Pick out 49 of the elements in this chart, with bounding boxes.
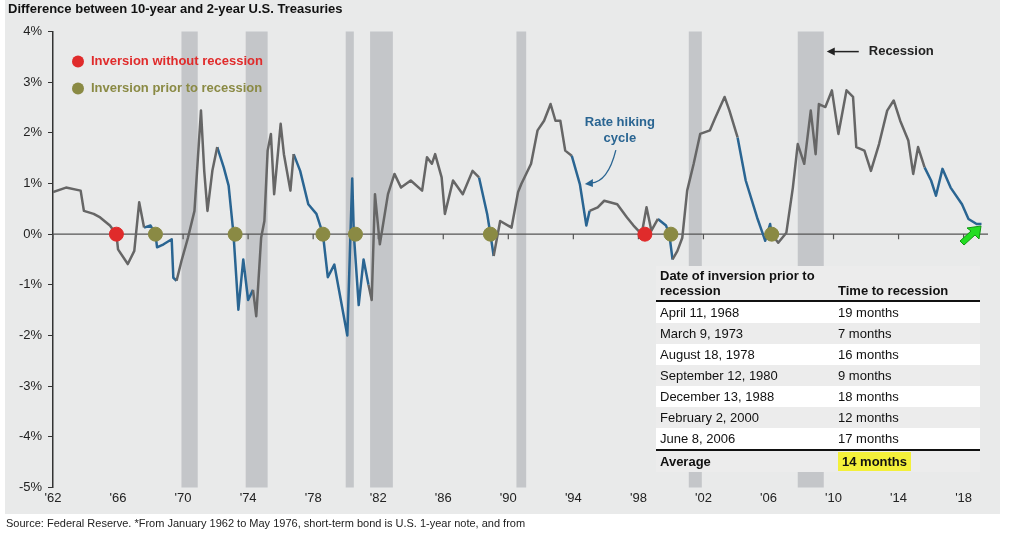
y-tick-label: -1% [18,276,43,292]
x-tick-label: '66 [109,489,127,505]
annotation: April 11, 1968 [659,304,741,322]
x-tick-label: '02 [694,489,712,505]
annotation: 16 months [837,346,900,364]
annotation: December 13, 1988 [659,388,776,406]
series-label: Rate hiking cycle [584,113,655,145]
annotation: 17 months [837,430,900,448]
legend-label: Inversion without recession [91,53,263,69]
source-note: Source: Federal Reserve. *From January 1962 to May 1976, short-term bond is U.S. 1-year note, and from [6,517,526,529]
y-tick-label: 1% [23,175,43,191]
x-tick-label: '94 [564,489,582,505]
x-tick-label: '78 [304,489,322,505]
annotation: 14 months [838,452,912,471]
y-tick-label: 3% [23,73,43,89]
x-tick-label: '62 [44,489,62,505]
x-tick-label: '14 [890,489,908,505]
y-tick-label: 4% [23,23,43,39]
legend-label: Inversion prior to recession [91,80,263,96]
annotation: September 12, 1980 [656,365,834,386]
chart-title: Difference between 10-year and 2-year U.S. Treasuries [8,1,343,17]
annotation: Date of inversion prior to recession [656,266,834,301]
annotation: 12 months [834,407,980,428]
x-tick-label: '86 [434,489,452,505]
x-tick-label: '18 [955,489,973,505]
x-tick-label: '70 [174,489,192,505]
x-tick-label: '06 [760,489,777,505]
annotation: 19 months [837,304,900,322]
annotation: Time to recession [834,266,980,301]
x-tick-label: '74 [239,489,257,505]
x-tick-label: '10 [825,489,842,505]
x-tick-label: '90 [499,489,517,505]
annotation: June 8, 2006 [659,430,737,448]
band-label: Recession [868,43,934,59]
annotation: 18 months [837,388,900,406]
annotation: March 9, 1973 [656,323,834,344]
annotation: Average [656,450,834,472]
y-tick-label: -2% [18,327,43,343]
y-tick-label: -3% [18,377,43,393]
x-tick-label: '98 [629,489,647,505]
annotation: 9 months [834,365,980,386]
y-tick-label: 0% [23,225,43,241]
annotation: February 2, 2000 [656,407,834,428]
y-tick-label: -5% [18,478,43,494]
x-tick-label: '82 [369,489,387,505]
annotation: 7 months [834,323,980,344]
y-tick-label: 2% [23,124,43,140]
y-tick-label: -4% [18,428,43,444]
annotation: August 18, 1978 [659,346,756,364]
